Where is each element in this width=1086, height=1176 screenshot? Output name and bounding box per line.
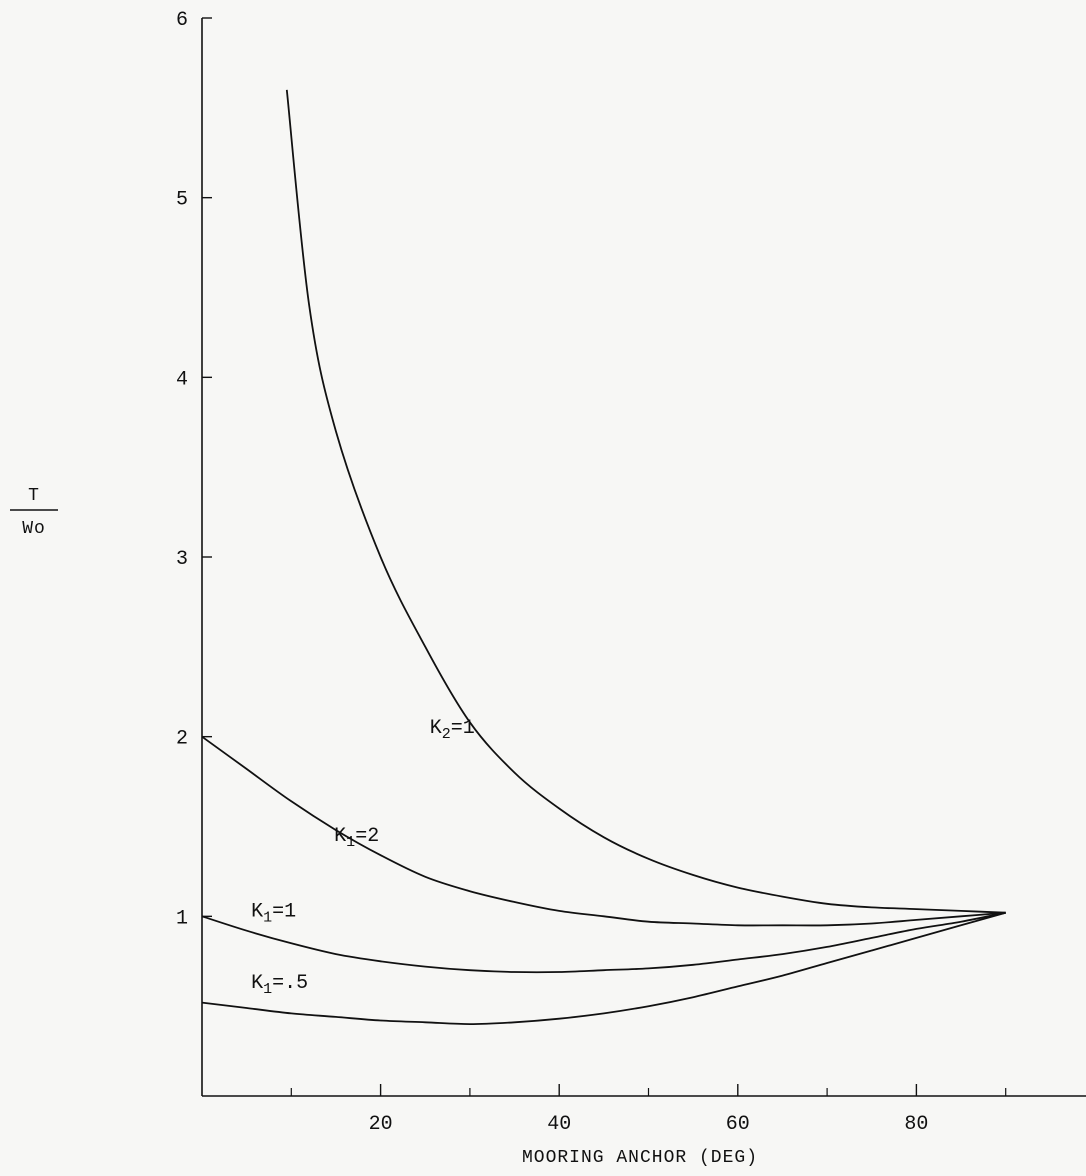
x-axis-title: MOORING ANCHOR (DEG): [522, 1148, 758, 1168]
series-line-k1-2: [201, 735, 1006, 927]
curves: [201, 89, 1006, 1025]
axes: 20 40 60 80 1 2 3 4 5 6: [176, 9, 1086, 1136]
x-tick-label-60: 60: [726, 1113, 750, 1136]
y-tick-label-5: 5: [176, 189, 188, 212]
y-tick-label-2: 2: [176, 728, 188, 751]
y-tick-label-4: 4: [176, 368, 188, 391]
series-line-k1-05: [201, 911, 1006, 1025]
y-tick-label-6: 6: [176, 9, 188, 32]
y-tick-label-3: 3: [176, 548, 188, 571]
series-label-k1-05: K1=.5: [251, 972, 308, 998]
y-tick-label-1: 1: [176, 907, 188, 930]
series-label-k2-1: K2=1: [430, 717, 475, 743]
series-line-k2-1: [285, 89, 1006, 914]
x-tick-label-40: 40: [547, 1113, 571, 1136]
y-axis-title-numerator: T: [28, 486, 40, 506]
series-label-k1-2: K1=2: [334, 825, 379, 851]
y-axis-title-denominator: Wo: [22, 519, 46, 539]
series-label-k1-1: K1=1: [251, 900, 296, 926]
x-tick-label-80: 80: [904, 1113, 928, 1136]
y-axis-title: T Wo: [10, 486, 58, 539]
series-line-k1-1: [201, 911, 1006, 974]
curve-labels: K2=1 K1=2 K1=1 K1=.5: [251, 717, 475, 998]
axis-titles: MOORING ANCHOR (DEG) T Wo: [10, 486, 758, 1168]
x-tick-label-20: 20: [369, 1113, 393, 1136]
